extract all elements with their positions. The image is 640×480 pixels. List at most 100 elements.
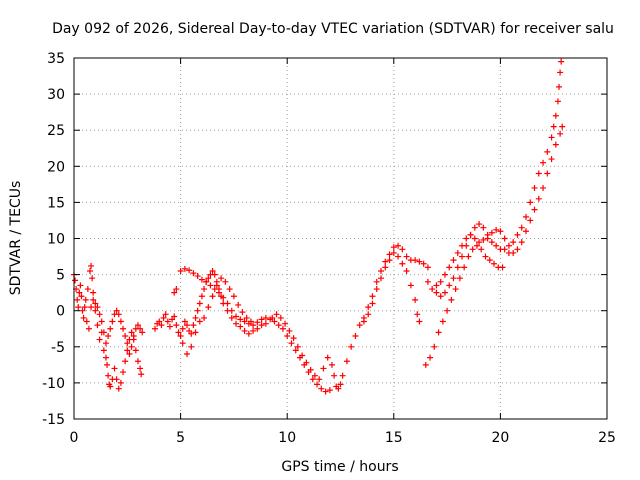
data-point <box>439 318 446 325</box>
data-point <box>258 322 265 329</box>
data-point <box>183 351 190 358</box>
data-point <box>557 69 564 76</box>
data-point <box>109 318 116 325</box>
data-point <box>365 304 372 311</box>
data-point <box>390 244 397 251</box>
data-point <box>522 213 529 220</box>
data-point <box>218 275 225 282</box>
data-point <box>139 329 146 336</box>
data-point <box>262 314 269 321</box>
data-point <box>124 340 131 347</box>
data-point <box>326 387 333 394</box>
data-point <box>104 361 111 368</box>
data-point <box>292 347 299 354</box>
data-point <box>177 267 184 274</box>
data-point <box>303 359 310 366</box>
data-point <box>395 242 402 249</box>
data-point <box>105 332 112 339</box>
data-point <box>130 332 137 339</box>
data-point <box>544 170 551 177</box>
data-point <box>348 343 355 350</box>
data-point <box>78 293 85 300</box>
data-point <box>84 286 91 293</box>
data-point <box>271 318 278 325</box>
data-point <box>96 336 103 343</box>
data-point <box>559 123 566 130</box>
data-point <box>433 282 440 289</box>
data-point <box>201 314 208 321</box>
data-point <box>499 264 506 271</box>
data-point <box>288 340 295 347</box>
data-point <box>226 286 233 293</box>
data-point <box>552 112 559 119</box>
data-point <box>279 325 286 332</box>
data-point <box>531 184 538 191</box>
data-point <box>207 282 214 289</box>
y-tick-label: 0 <box>56 304 65 320</box>
data-point <box>171 289 178 296</box>
data-point <box>111 365 118 372</box>
data-point <box>192 329 199 336</box>
data-point <box>188 343 195 350</box>
data-point <box>235 301 242 308</box>
data-point <box>491 260 498 267</box>
data-point <box>412 257 419 264</box>
data-point <box>459 242 466 249</box>
data-point <box>540 184 547 191</box>
data-point <box>465 253 472 260</box>
data-point <box>403 267 410 274</box>
x-tick-label: 20 <box>491 430 509 446</box>
data-point <box>437 293 444 300</box>
data-point <box>403 253 410 260</box>
data-point <box>92 300 99 307</box>
data-point <box>522 228 529 235</box>
data-point <box>461 264 468 271</box>
data-point <box>320 365 327 372</box>
data-point <box>431 343 438 350</box>
data-point <box>331 372 338 379</box>
data-point <box>422 361 429 368</box>
data-point <box>469 246 476 253</box>
data-point <box>471 235 478 242</box>
data-point <box>473 242 480 249</box>
series-track-b <box>82 262 146 358</box>
data-point <box>420 260 427 267</box>
data-point <box>243 314 250 321</box>
data-point <box>416 258 423 265</box>
data-point <box>510 249 517 256</box>
data-point <box>122 358 129 365</box>
data-point <box>544 148 551 155</box>
data-point <box>286 327 293 334</box>
data-point <box>540 159 547 166</box>
data-point <box>390 249 397 256</box>
series-track-i <box>424 58 565 300</box>
data-point <box>369 293 376 300</box>
data-point <box>531 206 538 213</box>
data-point <box>518 239 525 246</box>
data-point <box>459 253 466 260</box>
data-point <box>275 322 282 329</box>
data-point <box>241 318 248 325</box>
data-point <box>175 329 182 336</box>
data-point <box>456 275 463 282</box>
data-point <box>117 379 124 386</box>
data-point <box>399 246 406 253</box>
data-point <box>441 289 448 296</box>
data-point <box>83 318 90 325</box>
y-tick-label: 10 <box>47 232 65 248</box>
data-point <box>416 318 423 325</box>
data-points <box>71 58 566 395</box>
data-point <box>386 251 393 258</box>
series-track-a <box>71 271 145 392</box>
data-point <box>299 352 306 359</box>
data-point <box>343 358 350 365</box>
data-point <box>441 271 448 278</box>
x-tick-label: 10 <box>278 430 296 446</box>
data-point <box>501 235 508 242</box>
data-point <box>535 195 542 202</box>
data-point <box>548 134 555 141</box>
data-point <box>254 325 261 332</box>
data-point <box>198 293 205 300</box>
data-point <box>220 294 227 301</box>
